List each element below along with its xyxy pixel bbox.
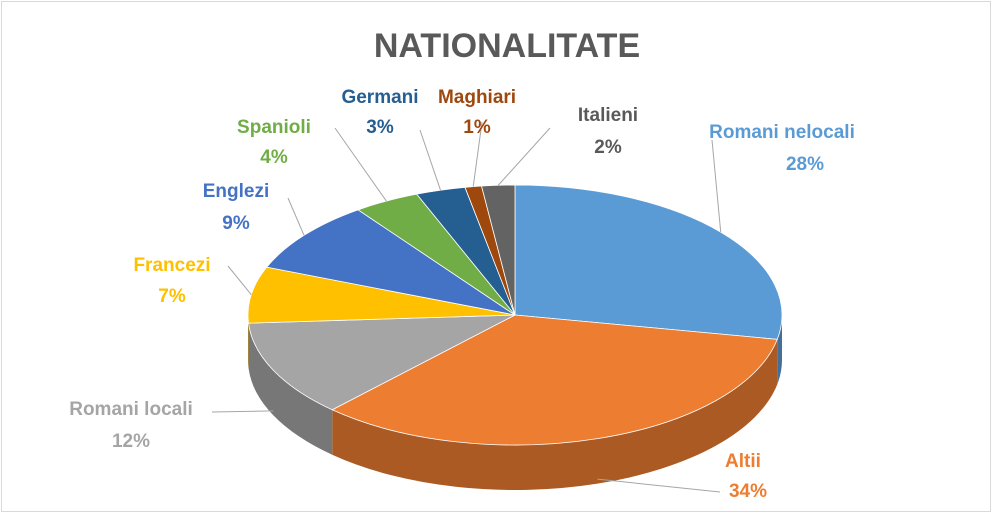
data-label-value: 1%	[463, 117, 491, 138]
leader-line	[334, 127, 387, 202]
slice-side	[248, 323, 333, 455]
leader-line	[419, 129, 441, 191]
leader-line	[472, 121, 483, 187]
data-label-value: 34%	[729, 481, 767, 502]
leader-line	[597, 478, 721, 493]
data-label-value: 12%	[112, 431, 150, 452]
data-label-value: 4%	[260, 147, 288, 168]
slice-side	[248, 315, 249, 369]
slice	[247, 266, 516, 324]
leader-line	[227, 265, 252, 295]
data-label-name: Englezi	[203, 181, 270, 202]
data-label-name: Spanioli	[237, 117, 311, 138]
slice	[266, 209, 516, 316]
data-label-value: 28%	[786, 154, 824, 175]
leader-line	[287, 197, 305, 236]
slice	[514, 184, 783, 340]
data-label-name: Francezi	[133, 255, 210, 276]
slice-side	[777, 315, 782, 385]
slice-side	[332, 339, 778, 490]
data-label-name: Italieni	[578, 105, 638, 126]
data-label-name: Altii	[725, 451, 761, 472]
slice	[331, 314, 778, 446]
leader-line	[497, 127, 551, 186]
data-label-name: Maghiari	[438, 87, 516, 108]
data-label-value: 3%	[366, 117, 394, 138]
data-label-value: 7%	[158, 286, 186, 307]
data-label-value: 9%	[222, 213, 250, 234]
data-label-name: Romani nelocali	[709, 122, 855, 143]
data-label-value: 2%	[594, 137, 622, 158]
chart-title: NATIONALITATE	[374, 27, 640, 65]
data-label-name: Germani	[341, 87, 418, 108]
leader-line	[711, 139, 722, 233]
leader-line	[211, 410, 274, 413]
slice	[248, 314, 516, 411]
data-label-name: Romani locali	[69, 399, 193, 420]
